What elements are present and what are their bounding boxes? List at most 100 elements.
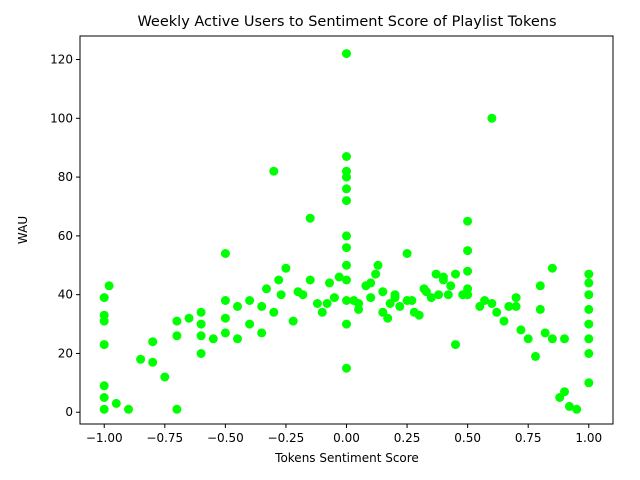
scatter-point (305, 275, 315, 285)
scatter-point (378, 307, 388, 317)
scatter-point (535, 304, 545, 314)
scatter-point (257, 301, 267, 311)
scatter-point (584, 278, 594, 288)
scatter-point (99, 340, 109, 350)
scatter-point (504, 301, 514, 311)
scatter-point (511, 293, 521, 303)
scatter-point (196, 349, 206, 358)
scatter-point (196, 319, 206, 329)
scatter-point (220, 249, 230, 258)
x-tick-label: 0.75 (515, 431, 542, 445)
x-tick-label: 1.00 (575, 431, 602, 445)
scatter-point (257, 328, 267, 338)
scatter-point (354, 304, 364, 314)
scatter-point (463, 216, 473, 226)
scatter-point (111, 398, 121, 408)
scatter-point (366, 293, 376, 303)
scatter-point (463, 290, 473, 300)
scatter-point (342, 260, 351, 270)
x-tick-label: 0.00 (333, 431, 360, 445)
chart-title: Weekly Active Users to Sentiment Score o… (137, 14, 556, 30)
x-tick-label: 0.50 (454, 431, 481, 445)
scatter-point (560, 334, 569, 344)
scatter-point (269, 307, 279, 317)
scatter-point (487, 113, 497, 123)
scatter-point (342, 231, 351, 241)
scatter-point (220, 313, 230, 323)
x-tick-label: −0.75 (146, 431, 183, 445)
scatter-point (487, 299, 497, 308)
scatter-point (531, 351, 540, 361)
scatter-point (547, 263, 557, 273)
points-layer (99, 49, 594, 414)
scatter-point (584, 349, 594, 358)
scatter-point (325, 278, 334, 288)
scatter-point (431, 269, 441, 279)
scatter-point (274, 275, 284, 285)
scatter-point (322, 299, 332, 308)
scatter-point (233, 301, 242, 311)
scatter-point (584, 304, 594, 314)
scatter-point (342, 152, 351, 161)
scatter-point (342, 243, 351, 253)
scatter-point (511, 301, 521, 311)
y-tick-label: 20 (58, 346, 73, 360)
scatter-point (220, 328, 230, 338)
x-tick-label: −0.50 (207, 431, 244, 445)
scatter-point (312, 299, 322, 308)
scatter-point (451, 269, 460, 279)
scatter-point (426, 293, 436, 303)
y-tick-label: 40 (58, 288, 73, 302)
scatter-point (395, 301, 405, 311)
scatter-point (99, 316, 109, 326)
scatter-point (305, 213, 315, 223)
scatter-point (342, 196, 351, 206)
scatter-point (99, 393, 109, 402)
y-tick-label: 100 (50, 111, 73, 125)
y-axis: 0 20 40 60 80 100 120 (50, 53, 80, 419)
scatter-point (443, 290, 453, 300)
scatter-point (547, 334, 557, 344)
scatter-point (584, 269, 594, 279)
scatter-point (245, 296, 255, 305)
scatter-point (172, 404, 182, 414)
scatter-point (463, 266, 473, 276)
scatter-point (373, 260, 383, 270)
scatter-point (402, 249, 412, 258)
y-tick-label: 80 (58, 170, 73, 184)
scatter-point (184, 313, 194, 323)
scatter-point (414, 310, 424, 320)
scatter-point (276, 290, 286, 300)
scatter-point (499, 316, 509, 326)
scatter-point (317, 307, 327, 317)
y-tick-label: 0 (65, 405, 73, 419)
scatter-point (463, 246, 473, 256)
scatter-point (172, 316, 182, 326)
scatter-point (383, 313, 393, 323)
scatter-point (584, 378, 594, 388)
y-axis-label: WAU (16, 216, 30, 244)
scatter-point (342, 296, 351, 305)
y-tick-label: 60 (58, 229, 73, 243)
scatter-point (196, 331, 206, 341)
scatter-point (564, 401, 574, 411)
x-axis-label: Tokens Sentiment Score (274, 451, 419, 465)
scatter-point (99, 404, 109, 414)
scatter-point (245, 319, 255, 329)
scatter-point (378, 287, 388, 297)
scatter-point (366, 278, 376, 288)
scatter-point (208, 334, 218, 344)
scatter-point (342, 319, 351, 329)
scatter-point (172, 331, 182, 341)
scatter-point (385, 299, 395, 308)
scatter-point (334, 272, 344, 282)
scatter-point (446, 281, 456, 291)
scatter-point (342, 363, 351, 373)
scatter-point (390, 293, 400, 303)
scatter-point (584, 319, 594, 329)
scatter-point (148, 337, 158, 347)
scatter-point (220, 296, 230, 305)
scatter-point (136, 354, 146, 364)
